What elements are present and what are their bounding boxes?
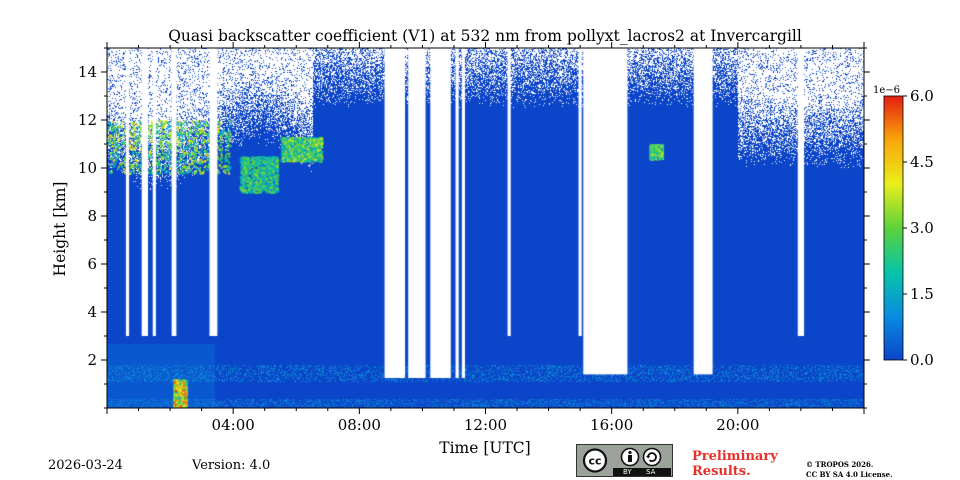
x-tick-label: 04:00 bbox=[212, 416, 255, 434]
y-tick-label: 10 bbox=[78, 159, 97, 177]
colorbar-multiplier: 1e−6 bbox=[873, 85, 900, 96]
copyright-notice: © TROPOS 2026. CC BY SA 4.0 License. bbox=[806, 460, 916, 480]
colorbar-tick-label: 1.5 bbox=[910, 285, 934, 303]
copyright-line-1: © TROPOS 2026. bbox=[806, 460, 874, 469]
y-tick-label: 6 bbox=[87, 255, 97, 273]
x-tick-label: 12:00 bbox=[464, 416, 507, 434]
y-tick-label: 8 bbox=[87, 207, 97, 225]
cc-icon: cc bbox=[582, 448, 608, 473]
cc-sa-label: SA bbox=[646, 468, 656, 476]
y-tick-label: 12 bbox=[78, 111, 97, 129]
colorbar-tick-label: 4.5 bbox=[910, 153, 934, 171]
heatmap-image bbox=[107, 48, 864, 408]
copyright-line-2: CC BY SA 4.0 License. bbox=[806, 470, 893, 479]
cc-by-label: BY bbox=[623, 468, 632, 476]
y-tick-label: 2 bbox=[87, 351, 97, 369]
preliminary-results-label: Preliminary Results. bbox=[692, 449, 778, 479]
y-tick-label: 14 bbox=[78, 63, 97, 81]
x-tick-label: 16:00 bbox=[590, 416, 633, 434]
colorbar-tick-label: 3.0 bbox=[910, 219, 934, 237]
y-axis: 2 4 6 8 10 12 14 bbox=[78, 47, 870, 409]
y-axis-label: Height [km] bbox=[51, 182, 69, 277]
colorbar-tick-label: 6.0 bbox=[910, 87, 934, 105]
colorbar-ticks: 0.0 1.5 3.0 4.5 6.0 bbox=[903, 87, 934, 369]
svg-text:cc: cc bbox=[588, 455, 601, 468]
cc-license-badge[interactable]: cc BY SA bbox=[576, 444, 673, 477]
x-tick-label: 08:00 bbox=[338, 416, 381, 434]
attribution-icon bbox=[620, 447, 640, 467]
chart-title: Quasi backscatter coefficient (V1) at 53… bbox=[168, 27, 802, 45]
x-axis: 04:00 08:00 12:00 16:00 20:00 bbox=[106, 42, 865, 434]
cc-strip: BY SA bbox=[613, 468, 671, 476]
backscatter-heatmap bbox=[107, 48, 864, 408]
colorbar bbox=[883, 95, 904, 361]
y-tick-label: 4 bbox=[87, 303, 97, 321]
x-tick-label: 20:00 bbox=[716, 416, 759, 434]
share-alike-icon bbox=[642, 447, 662, 467]
version-label: Version: 4.0 bbox=[192, 458, 271, 473]
date-label: 2026-03-24 bbox=[48, 458, 123, 473]
colorbar-tick-label: 0.0 bbox=[910, 351, 934, 369]
x-axis-label: Time [UTC] bbox=[439, 439, 530, 457]
